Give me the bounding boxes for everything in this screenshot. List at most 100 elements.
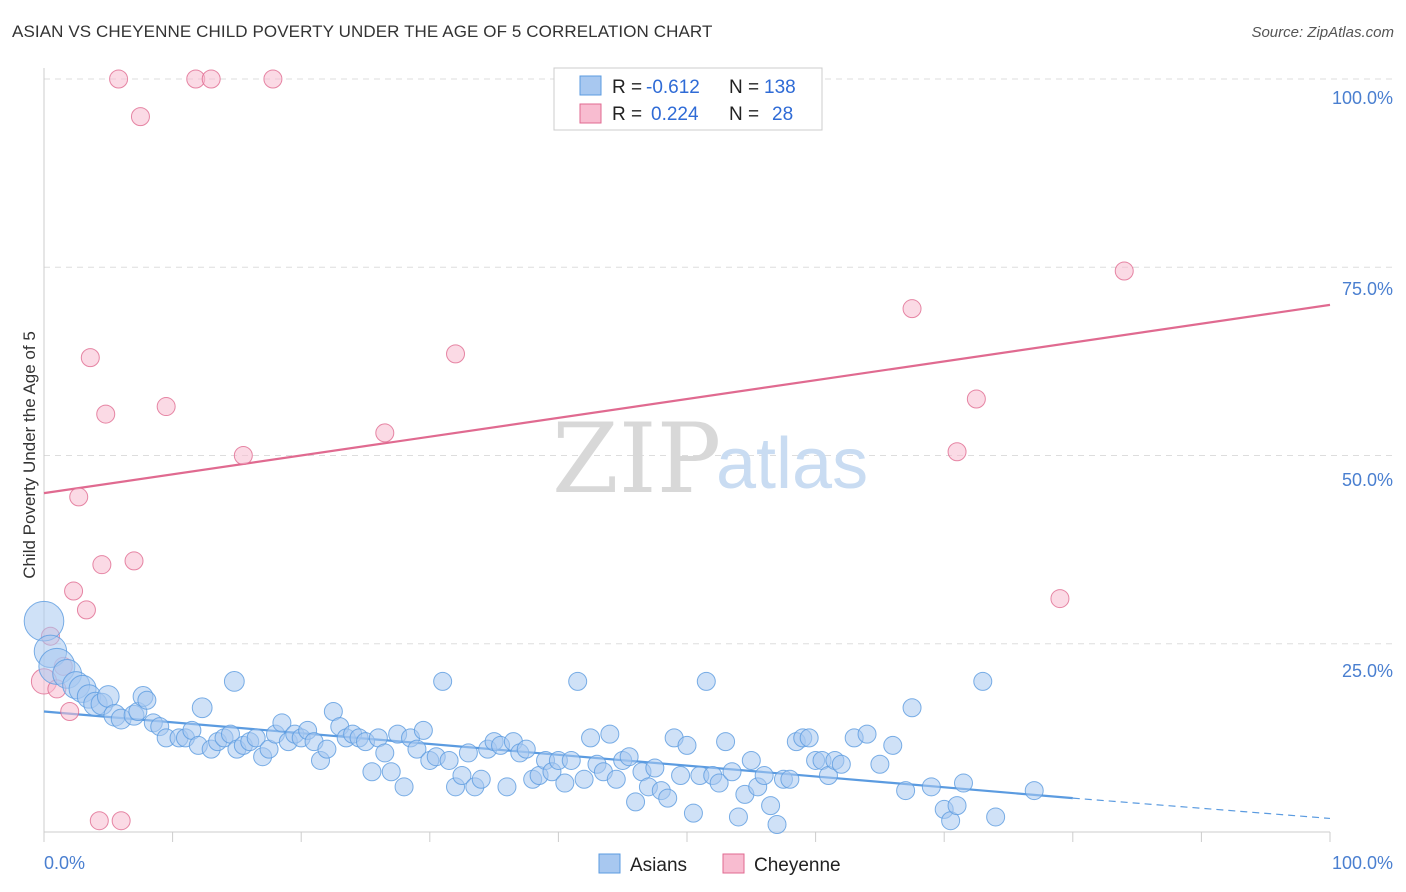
legend-r-value-cheyenne: 0.224: [651, 104, 699, 125]
asians-point: [883, 735, 903, 755]
asians-point: [709, 773, 729, 793]
legend-swatch-cheyenne: [579, 103, 602, 124]
asians-point: [973, 671, 993, 691]
asians-point: [947, 796, 967, 816]
asians-point: [317, 739, 337, 759]
asians-point: [722, 762, 742, 782]
bottom-legend-asians: Asians: [630, 855, 687, 876]
asians-point: [831, 754, 851, 774]
asians-point: [362, 762, 382, 782]
asians-point: [606, 769, 626, 789]
asians-point: [896, 781, 916, 801]
asians-point: [574, 769, 594, 789]
y-tick-100: 100.0%: [1332, 88, 1393, 108]
legend-r-label-cheyenne: R =: [612, 104, 642, 125]
cheyenne-point: [76, 600, 96, 620]
asians-point: [754, 766, 774, 786]
cheyenne-point: [1114, 261, 1134, 281]
asians-point: [658, 788, 678, 808]
y-axis-label: Child Poverty Under the Age of 5: [20, 331, 39, 579]
asians-point: [626, 792, 646, 812]
cheyenne-point: [966, 389, 986, 409]
x-tick-left: 0.0%: [44, 853, 85, 873]
cheyenne-point: [64, 581, 84, 601]
asians-point: [645, 758, 665, 778]
legend-n-label-asians: N =: [729, 77, 759, 98]
cheyenne-trendline: [43, 303, 1331, 495]
asians-point: [780, 769, 800, 789]
asians-point: [375, 743, 395, 763]
asians-point: [381, 762, 401, 782]
asians-point: [439, 750, 459, 770]
legend-box: R = -0.612 N = 138 R = 0.224 N = 28: [553, 67, 823, 131]
cheyenne-point: [201, 69, 221, 89]
asians-point: [497, 777, 517, 797]
y-tick-25: 25.0%: [1342, 661, 1393, 681]
asians-point: [458, 743, 478, 763]
asians-point: [619, 747, 639, 767]
bottom-legend-swatch-asians: [598, 853, 621, 874]
cheyenne-point: [109, 69, 129, 89]
asians-trend-dashed: [1072, 797, 1331, 820]
chart-title: ASIAN VS CHEYENNE CHILD POVERTY UNDER TH…: [12, 22, 713, 41]
asians-point: [555, 773, 575, 793]
cheyenne-trend-solid: [43, 303, 1331, 495]
asians-point: [986, 807, 1006, 827]
cheyenne-point: [375, 423, 395, 443]
asians-point: [568, 671, 588, 691]
asians-point: [870, 754, 890, 774]
asians-point: [857, 724, 877, 744]
asians-point: [97, 685, 120, 708]
legend-r-label-asians: R =: [612, 77, 642, 98]
legend-swatch-asians: [579, 75, 602, 96]
asians-point: [23, 600, 65, 642]
cheyenne-point: [902, 299, 922, 319]
y-tick-50: 50.0%: [1342, 470, 1393, 490]
asians-point: [600, 724, 620, 744]
cheyenne-point: [947, 442, 967, 462]
source-credit: Source: ZipAtlas.com: [1251, 24, 1394, 41]
asians-point: [1024, 781, 1044, 801]
x-tick-right: 100.0%: [1332, 853, 1393, 873]
y-tick-75: 75.0%: [1342, 279, 1393, 299]
asians-point: [433, 671, 453, 691]
cheyenne-point: [69, 487, 89, 507]
asians-point: [696, 671, 716, 691]
asians-point: [561, 750, 581, 770]
asians-point: [452, 766, 472, 786]
cheyenne-point: [60, 702, 80, 722]
gridlines: [44, 78, 1393, 645]
cheyenne-point: [233, 446, 253, 465]
cheyenne-point: [446, 344, 466, 364]
asians-point: [191, 697, 213, 719]
asians-point: [761, 796, 781, 816]
watermark-atlas: atlas: [716, 424, 868, 504]
bottom-legend-cheyenne: Cheyenne: [754, 855, 841, 876]
asians-point: [137, 690, 157, 710]
legend-n-value-cheyenne: 28: [772, 104, 793, 125]
cheyenne-point: [156, 397, 176, 417]
asians-points: [23, 600, 1044, 834]
asians-point: [671, 766, 691, 786]
asians-point: [741, 750, 761, 770]
asians-point: [921, 777, 941, 797]
legend-n-value-asians: 138: [764, 77, 796, 98]
asians-point: [516, 739, 536, 759]
cheyenne-point: [89, 811, 109, 831]
asians-point: [728, 807, 748, 827]
cheyenne-point: [92, 555, 112, 575]
asians-point: [953, 773, 973, 793]
asians-point: [767, 814, 787, 834]
cheyenne-points: [30, 69, 1134, 831]
asians-point: [902, 698, 922, 718]
asians-point: [223, 671, 245, 692]
legend-n-label-cheyenne: N =: [729, 104, 759, 125]
cheyenne-point: [124, 551, 144, 571]
cheyenne-point: [96, 404, 116, 424]
cheyenne-point: [80, 348, 100, 368]
asians-point: [407, 739, 427, 759]
asians-point: [246, 728, 266, 748]
asians-point: [677, 735, 697, 755]
asians-point: [683, 803, 703, 823]
